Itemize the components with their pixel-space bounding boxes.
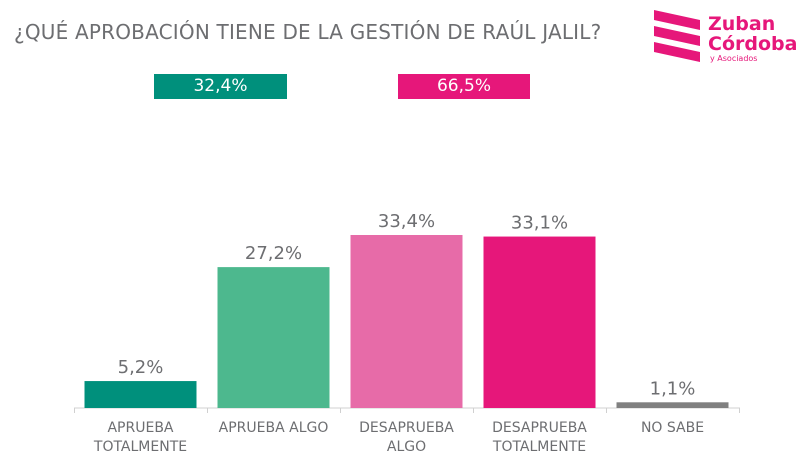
category-label-4-0: NO SABE <box>641 420 704 436</box>
data-label-0: 5,2% <box>118 357 164 378</box>
category-label-3-1: TOTALMENTE <box>492 439 586 455</box>
bar-1 <box>217 267 330 408</box>
category-label-3-0: DESAPRUEBA <box>492 420 587 436</box>
data-label-2: 33,4% <box>378 211 435 232</box>
category-label-0-1: TOTALMENTE <box>93 439 187 455</box>
logo-stripes-icon <box>654 10 700 62</box>
category-label-1-0: APRUEBA ALGO <box>219 420 329 436</box>
data-label-4: 1,1% <box>650 378 696 399</box>
bar-4 <box>616 402 729 408</box>
logo-text-asociados: y Asociados <box>710 54 758 63</box>
brand-logo: Zuban Córdoba y Asociados <box>650 6 797 70</box>
bar-2 <box>350 235 463 408</box>
page-title: ¿QUÉ APROBACIÓN TIENE DE LA GESTIÓN DE R… <box>14 20 602 44</box>
approval-total-box: 32,4% <box>154 74 287 99</box>
logo-text-cordoba: Córdoba <box>708 33 798 55</box>
disapproval-total-box: 66,5% <box>398 74 530 99</box>
bar-0 <box>84 381 197 408</box>
category-label-0-0: APRUEBA <box>107 420 173 436</box>
category-label-2-0: DESAPRUEBA <box>359 420 454 436</box>
data-label-1: 27,2% <box>245 243 302 264</box>
bar-3 <box>483 236 596 408</box>
data-label-3: 33,1% <box>511 213 568 234</box>
category-label-2-1: ALGO <box>387 439 426 455</box>
logo-text-zuban: Zuban <box>708 13 776 35</box>
